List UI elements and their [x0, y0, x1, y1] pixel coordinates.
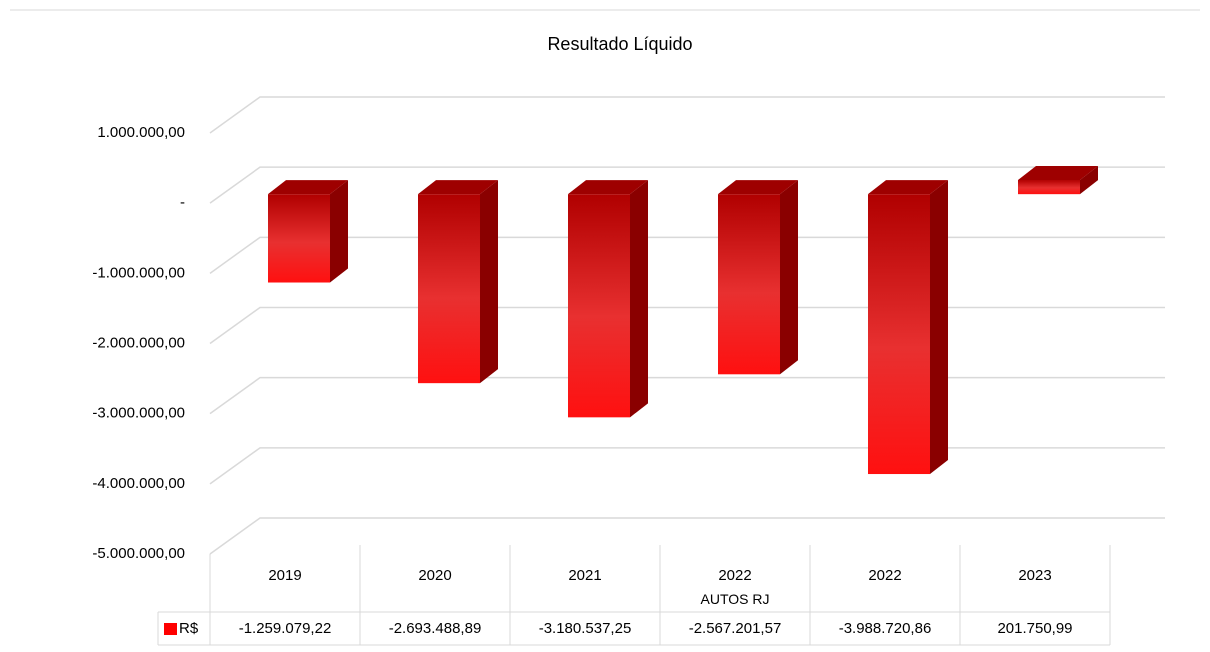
x-tick-label: 2019 — [268, 567, 301, 584]
bar-top — [868, 180, 948, 195]
y-tick-label: -5.000.000,00 — [92, 545, 185, 562]
grid-line — [209, 236, 1165, 274]
legend-key — [164, 623, 177, 635]
bar — [718, 194, 780, 375]
x-tick-label: 2020 — [418, 567, 451, 584]
data-table-value: -2.567.201,57 — [689, 620, 782, 637]
bar — [1018, 180, 1080, 195]
legend-label: R$ — [179, 620, 199, 637]
bar-side — [1080, 166, 1098, 195]
bar-side — [480, 180, 498, 384]
y-tick-label: -3.000.000,00 — [92, 405, 185, 422]
bar-side — [780, 180, 798, 375]
bar-side — [630, 180, 648, 418]
y-tick-label: 1.000.000,00 — [97, 124, 185, 141]
x-tick-label: 2023 — [1018, 567, 1051, 584]
y-tick-label: -2.000.000,00 — [92, 334, 185, 351]
x-tick-label: 2022 — [868, 567, 901, 584]
chart-title: Resultado Líquido — [547, 34, 692, 54]
data-table-value: 201.750,99 — [997, 620, 1072, 637]
bar — [268, 194, 330, 283]
data-table-value: -1.259.079,22 — [239, 620, 332, 637]
bar-top — [418, 180, 498, 195]
grid-line — [209, 166, 1165, 204]
x-tick-label: 2021 — [568, 567, 601, 584]
grid-line — [209, 96, 1165, 134]
bar-side — [330, 180, 348, 283]
grid-line — [209, 517, 1165, 555]
x-tick-label: 2022 AUTOS RJ — [701, 567, 770, 607]
bar — [418, 194, 480, 384]
data-table-value: -3.988.720,86 — [839, 620, 932, 637]
data-table-value: -2.693.488,89 — [389, 620, 482, 637]
data-table-value: -3.180.537,25 — [539, 620, 632, 637]
bar — [568, 194, 630, 418]
bar-top — [568, 180, 648, 195]
bar — [868, 194, 930, 475]
bar-side — [930, 180, 948, 475]
grid-line — [209, 447, 1165, 485]
bar-top — [718, 180, 798, 195]
y-tick-label: - — [180, 194, 185, 211]
y-tick-label: -1.000.000,00 — [92, 264, 185, 281]
y-tick-label: -4.000.000,00 — [92, 475, 185, 492]
grid-line — [209, 376, 1165, 415]
grid-line — [209, 306, 1165, 345]
bar-top — [1018, 166, 1098, 181]
bar-top — [268, 180, 348, 195]
